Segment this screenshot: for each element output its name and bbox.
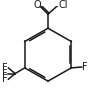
Text: F: F bbox=[2, 69, 8, 79]
Text: F: F bbox=[2, 63, 8, 73]
Text: O: O bbox=[34, 0, 41, 10]
Text: F: F bbox=[82, 62, 88, 72]
Text: Cl: Cl bbox=[58, 0, 68, 10]
Text: F: F bbox=[2, 74, 8, 84]
